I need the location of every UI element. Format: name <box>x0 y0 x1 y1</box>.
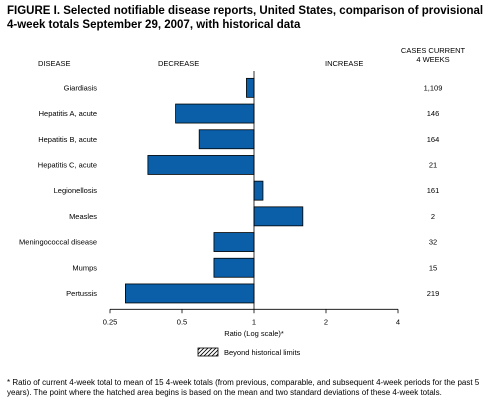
bar <box>147 155 255 175</box>
cases-label: 161 <box>427 186 440 195</box>
cases-label: 219 <box>427 289 440 298</box>
category-label: Hepatitis B, acute <box>38 135 97 144</box>
cases-label: 146 <box>427 109 440 118</box>
x-axis-label: Ratio (Log scale)* <box>224 329 284 338</box>
bar <box>175 103 255 124</box>
bar <box>246 77 255 98</box>
x-tick-label: 0.5 <box>177 317 187 326</box>
bar <box>253 180 264 201</box>
header-cases-line2: 4 WEEKS <box>416 55 449 64</box>
header-decrease: DECREASE <box>158 59 199 68</box>
category-label: Mumps <box>72 263 97 272</box>
cases-label: 164 <box>427 135 440 144</box>
bar <box>213 232 255 252</box>
plot-area: Giardiasis 1,109 Hepatitis A, acute 146 Hepa… <box>19 71 442 326</box>
cases-label: 2 <box>431 212 435 221</box>
cases-label: 32 <box>429 238 437 247</box>
bar <box>213 257 255 278</box>
chart-title: FIGURE I. Selected notifiable disease re… <box>7 5 484 31</box>
legend-label: Beyond historical limits <box>224 348 301 357</box>
bar <box>198 129 255 150</box>
header-disease: DISEASE <box>38 59 71 68</box>
cases-label: 15 <box>429 263 437 272</box>
cases-label: 21 <box>429 160 437 169</box>
cases-label: 1,109 <box>424 83 443 92</box>
category-label: Meningococcal disease <box>19 238 97 247</box>
category-label: Pertussis <box>66 289 97 298</box>
category-label: Legionellosis <box>54 186 98 195</box>
category-label: Giardiasis <box>64 83 98 92</box>
bar <box>253 206 304 227</box>
category-label: Hepatitis C, acute <box>38 160 97 169</box>
x-tick-label: 0.25 <box>103 317 118 326</box>
x-tick-label: 2 <box>324 317 328 326</box>
x-tick-label: 4 <box>396 317 400 326</box>
bar <box>125 283 255 304</box>
category-label: Measles <box>69 212 97 221</box>
header-increase: INCREASE <box>325 59 363 68</box>
footnote: * Ratio of current 4-week total to mean … <box>7 378 480 397</box>
legend-swatch <box>197 347 219 357</box>
category-label: Hepatitis A, acute <box>39 109 97 118</box>
x-tick-label: 1 <box>252 317 256 326</box>
header-cases-line1: CASES CURRENT <box>401 46 466 55</box>
